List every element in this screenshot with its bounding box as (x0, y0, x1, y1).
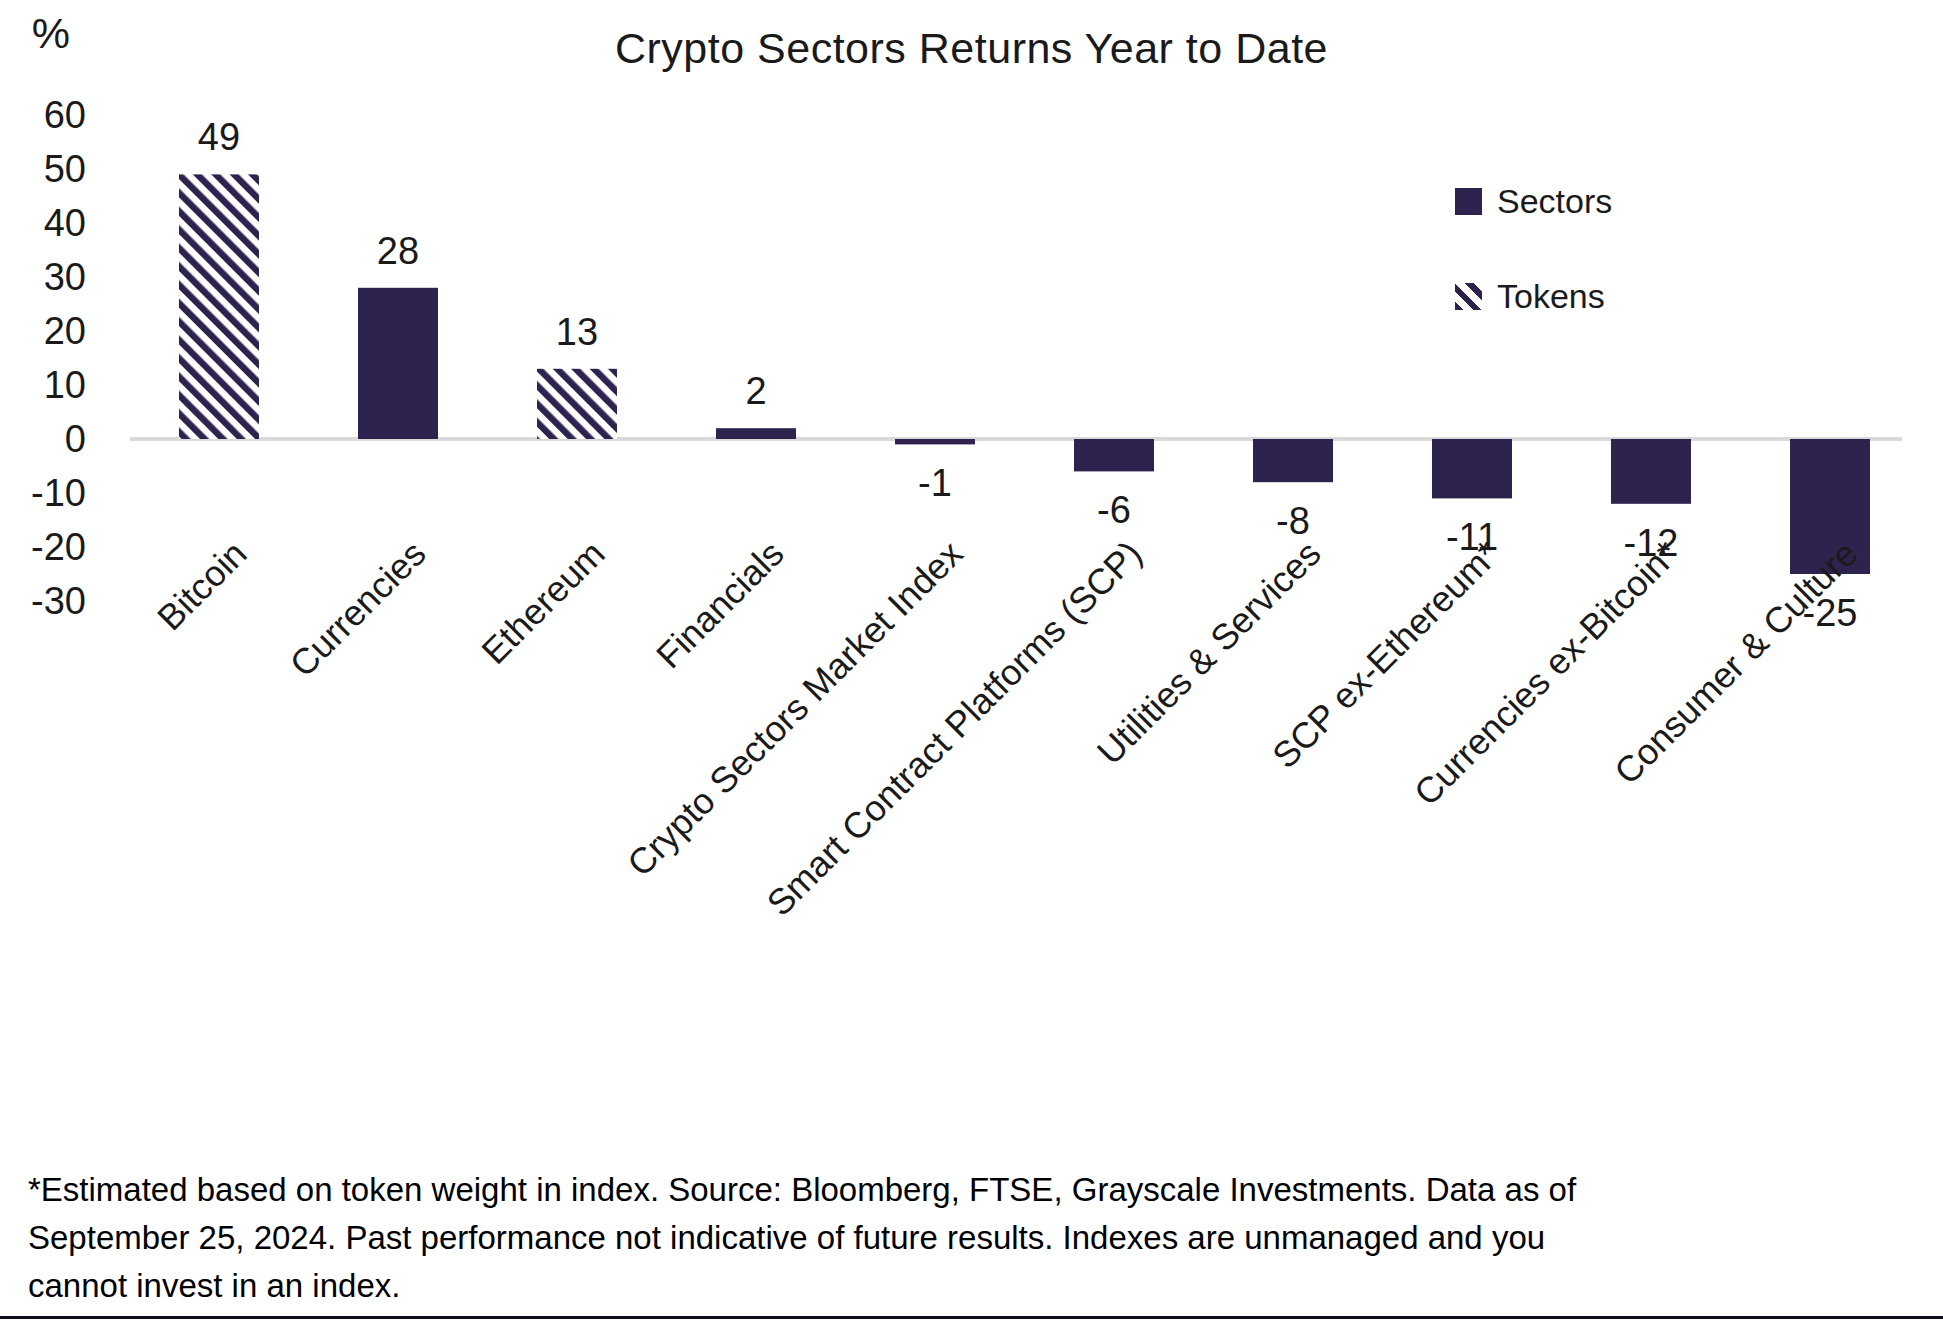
legend-label-tokens: Tokens (1497, 277, 1605, 316)
bar-currencies-ex-bitcoin (1611, 439, 1691, 504)
y-axis-unit-label: % (32, 9, 70, 57)
y-tick-label: 40 (44, 202, 86, 244)
y-tick-label: -10 (31, 472, 86, 514)
bar-ethereum (537, 369, 617, 439)
x-category-label: Bitcoin (149, 533, 254, 638)
bar-financials (716, 428, 796, 439)
bar-utilities-services (1253, 439, 1333, 482)
bar-bitcoin (179, 174, 259, 439)
y-tick-label: -30 (31, 580, 86, 622)
bar-value-label: 28 (377, 230, 419, 272)
x-category-label: Currencies (282, 533, 434, 685)
bar-currencies (358, 288, 438, 439)
footnote-line-3: cannot invest in an index. (28, 1262, 1908, 1310)
bar-crypto-sectors-market-index (895, 439, 975, 444)
x-category-label: Smart Contract Platforms (SCP) (759, 533, 1150, 924)
bar-value-label: 49 (198, 116, 240, 158)
legend-swatch-sectors-icon (1455, 188, 1482, 215)
footnote-line-1: *Estimated based on token weight in inde… (28, 1166, 1908, 1214)
legend-swatch-tokens-icon (1455, 283, 1482, 310)
x-category-label: Financials (648, 533, 792, 677)
bar-value-label: -1 (918, 462, 952, 504)
legend-entry-tokens: Tokens (1455, 277, 1612, 316)
x-category-label: Crypto Sectors Market Index (619, 533, 971, 885)
y-tick-label: 20 (44, 310, 86, 352)
legend-entry-sectors: Sectors (1455, 182, 1612, 221)
bar-value-label: 13 (556, 311, 598, 353)
y-tick-label: 10 (44, 364, 86, 406)
footnote: *Estimated based on token weight in inde… (28, 1166, 1908, 1310)
y-tick-label: -20 (31, 526, 86, 568)
bar-value-label: -6 (1097, 489, 1131, 531)
legend: Sectors Tokens (1455, 182, 1612, 316)
footnote-line-2: September 25, 2024. Past performance not… (28, 1214, 1908, 1262)
x-category-label: Ethereum (473, 533, 612, 672)
bar-smart-contract-platforms-scp (1074, 439, 1154, 471)
bar-value-label: 2 (745, 370, 766, 412)
y-tick-label: 60 (44, 94, 86, 136)
bar-value-label: -8 (1276, 500, 1310, 542)
y-tick-label: 30 (44, 256, 86, 298)
y-tick-label: 50 (44, 148, 86, 190)
legend-label-sectors: Sectors (1497, 182, 1612, 221)
bar-chart-canvas: % 60 50 40 30 20 10 0 -10 -20 -30 49 Bitcoin 28 Curren… (0, 0, 1943, 1321)
bar-scp-ex-ethereum (1432, 439, 1512, 498)
chart-page: Crypto Sectors Returns Year to Date %605… (0, 0, 1943, 1321)
y-tick-label: 0 (65, 418, 86, 460)
bottom-rule (0, 1316, 1943, 1319)
